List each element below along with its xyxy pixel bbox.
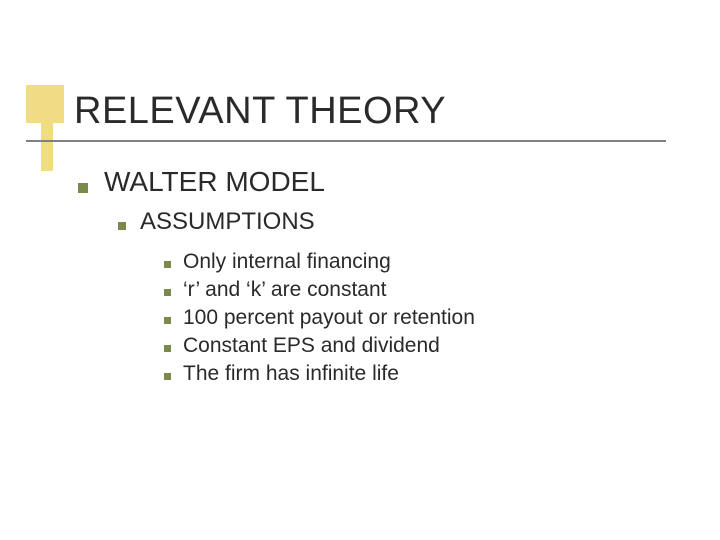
lvl3-text: Constant EPS and dividend [183,334,440,358]
accent-bar [41,96,53,171]
lvl1-text: WALTER MODEL [104,166,325,198]
title-underline [26,140,666,142]
bullet-square-icon [164,373,171,380]
slide: RELEVANT THEORY WALTER MODEL ASSUMPTIONS… [0,0,720,540]
lvl3-text: Only internal financing [183,250,391,274]
list-item-lvl2: ASSUMPTIONS [118,208,680,236]
bullet-square-icon [164,261,171,268]
lvl2-text: ASSUMPTIONS [140,208,315,236]
list-item-lvl1: WALTER MODEL [78,166,680,198]
lvl3-text: ‘r’ and ‘k’ are constant [183,278,387,302]
list-item-lvl3: Constant EPS and dividend [164,334,680,358]
bullet-square-icon [164,289,171,296]
list-item-lvl3: 100 percent payout or retention [164,306,680,330]
lvl3-text: The firm has infinite life [183,362,399,386]
list-item-lvl3: ‘r’ and ‘k’ are constant [164,278,680,302]
list-item-lvl3: The firm has infinite life [164,362,680,386]
bullet-square-icon [78,183,88,193]
slide-title: RELEVANT THEORY [74,90,446,133]
content-area: WALTER MODEL ASSUMPTIONS Only internal f… [78,166,680,390]
bullet-square-icon [164,345,171,352]
list-item-lvl3: Only internal financing [164,250,680,274]
bullet-square-icon [118,222,126,230]
bullet-square-icon [164,317,171,324]
lvl3-text: 100 percent payout or retention [183,306,475,330]
lvl3-group: Only internal financing ‘r’ and ‘k’ are … [164,250,680,386]
